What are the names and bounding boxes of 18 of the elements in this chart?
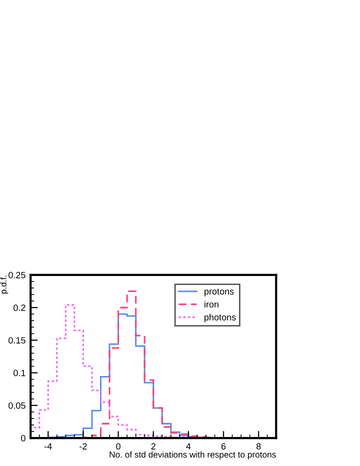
x-tick-label: -4 [44, 443, 52, 450]
y-tick-label: 0.1 [14, 370, 26, 376]
x-tick-label: 2 [151, 443, 156, 450]
x-tick-label: 6 [221, 443, 226, 450]
legend-label: photons [204, 314, 236, 322]
y-axis-title: p.d.f. [0, 276, 8, 294]
x-axis-title: No. of std deviations with respect to protons [110, 451, 276, 460]
legend-label: iron [204, 300, 218, 308]
x-tick-label: -2 [80, 443, 87, 450]
y-tick-label: 0.25 [8, 272, 26, 278]
legend-label: protons [204, 288, 234, 296]
x-tick-label: 8 [256, 443, 261, 450]
y-tick-label: 0 [21, 435, 26, 442]
x-tick-label: 4 [186, 443, 191, 450]
y-tick-label: 0.15 [8, 337, 26, 344]
y-tick-label: 0.2 [14, 304, 26, 311]
y-tick-label: 0.05 [8, 402, 26, 409]
x-tick-label: 0 [116, 443, 120, 450]
